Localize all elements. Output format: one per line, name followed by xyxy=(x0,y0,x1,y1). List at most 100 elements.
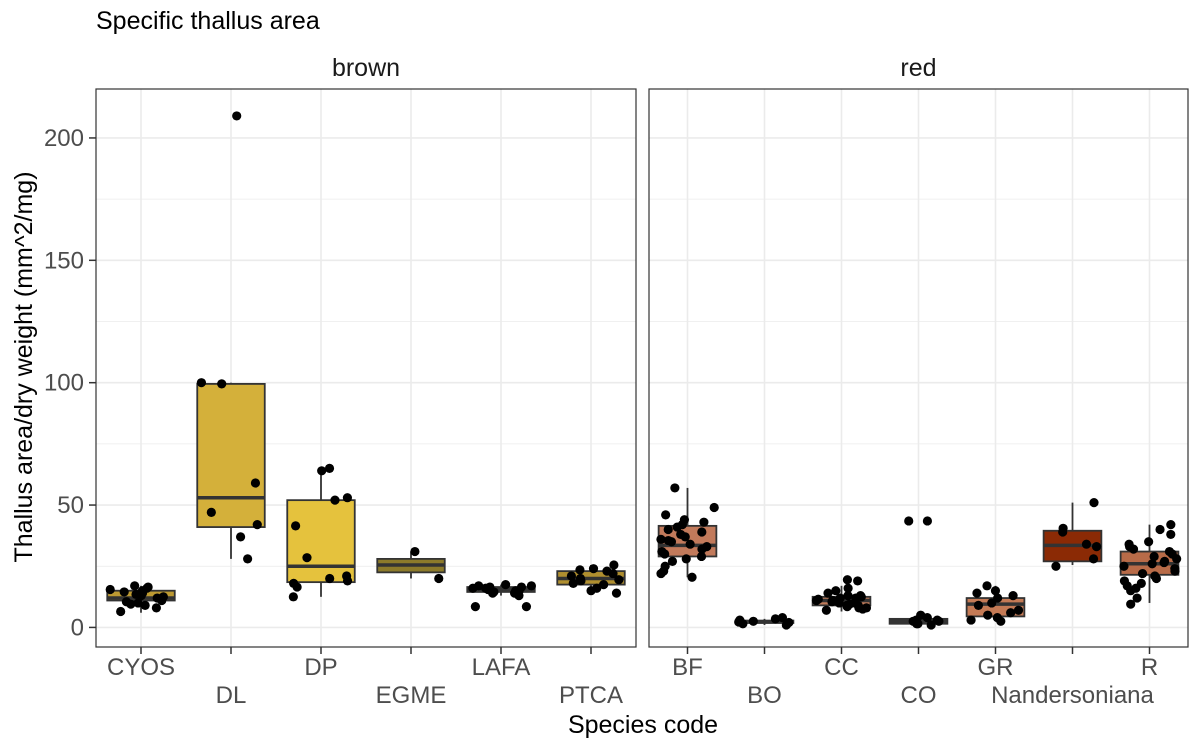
data-point xyxy=(1147,559,1157,569)
data-point xyxy=(734,617,744,627)
data-point xyxy=(243,554,253,564)
facet-strip-label: red xyxy=(900,54,936,82)
data-point xyxy=(566,571,577,581)
data-point xyxy=(687,572,697,582)
data-point xyxy=(1149,551,1159,562)
data-point xyxy=(777,613,788,623)
data-point xyxy=(973,600,984,610)
data-point xyxy=(602,566,612,576)
data-point xyxy=(488,588,498,598)
data-point xyxy=(599,579,609,590)
y-tick-label: 150 xyxy=(44,247,84,274)
data-point xyxy=(217,379,227,389)
data-point xyxy=(288,592,298,602)
x-tick-label-LAFA: LAFA xyxy=(472,654,531,681)
data-point xyxy=(1058,527,1068,537)
data-point xyxy=(672,522,682,532)
box-DP xyxy=(286,499,356,584)
x-tick-label-PTCA: PTCA xyxy=(559,682,623,709)
data-point xyxy=(1159,557,1169,568)
data-point xyxy=(474,581,484,591)
facet-panels: 0 50 100 150 200 brown CYOS DL DP EGME LAFA PTCA red… xyxy=(44,54,1189,709)
data-point xyxy=(126,599,136,609)
y-axis-label: Thallus area/dry weight (mm^2/mg) xyxy=(10,171,38,562)
data-point xyxy=(699,517,709,527)
data-point xyxy=(1166,520,1176,530)
data-point xyxy=(196,378,207,388)
x-tick-label-BO: BO xyxy=(747,682,782,709)
data-point xyxy=(1008,591,1018,601)
data-point xyxy=(410,546,420,557)
data-point xyxy=(588,564,599,574)
data-point xyxy=(206,507,216,517)
data-point xyxy=(831,586,841,596)
data-point xyxy=(926,620,936,630)
data-point xyxy=(1006,608,1016,618)
data-point xyxy=(609,560,619,570)
box-DL xyxy=(196,383,266,528)
data-point xyxy=(904,516,914,526)
data-point xyxy=(116,606,126,617)
data-point xyxy=(656,534,666,544)
x-tick-label-CO: CO xyxy=(901,682,937,709)
data-point xyxy=(842,575,853,585)
data-point xyxy=(1151,573,1162,584)
data-point xyxy=(823,588,833,598)
data-point xyxy=(843,591,853,601)
data-point xyxy=(996,616,1006,626)
data-point xyxy=(843,583,853,593)
data-point xyxy=(697,544,707,554)
data-point xyxy=(342,493,353,503)
data-point xyxy=(811,595,821,606)
data-point xyxy=(681,554,691,564)
data-point xyxy=(151,603,161,613)
data-point xyxy=(481,583,491,593)
data-point xyxy=(922,613,932,623)
data-point xyxy=(821,605,831,615)
data-point xyxy=(614,575,624,585)
x-tick-label-CC: CC xyxy=(824,654,859,681)
data-point xyxy=(576,576,586,586)
data-point xyxy=(667,556,678,566)
data-point xyxy=(325,573,335,584)
data-point xyxy=(922,516,933,526)
x-tick-label-GR: GR xyxy=(978,654,1014,681)
data-point xyxy=(434,573,444,584)
data-point xyxy=(697,527,707,537)
data-point xyxy=(1091,542,1102,552)
x-tick-label-DL: DL xyxy=(216,682,247,709)
data-point xyxy=(521,602,532,612)
data-point xyxy=(143,582,153,592)
data-point xyxy=(972,588,982,598)
data-point xyxy=(1126,586,1136,596)
data-point xyxy=(656,568,666,579)
data-point xyxy=(982,581,992,591)
data-point xyxy=(140,600,150,610)
data-point xyxy=(1124,542,1135,552)
data-point xyxy=(330,495,340,505)
panel-border xyxy=(95,88,637,648)
data-point xyxy=(685,539,695,549)
data-point xyxy=(983,610,993,620)
data-point xyxy=(586,586,596,596)
data-point xyxy=(1144,537,1154,547)
data-point xyxy=(748,616,758,626)
x-axis-label: Species code xyxy=(568,711,718,739)
x-tick-label-DP: DP xyxy=(304,654,337,681)
panel-background xyxy=(96,89,636,647)
data-point xyxy=(252,520,262,530)
facet-panel-brown: brown CYOS DL DP EGME LAFA PTCA xyxy=(95,54,637,709)
data-point xyxy=(342,576,353,586)
x-tick-label-Nandersoniana: Nandersoniana xyxy=(991,682,1154,709)
data-point xyxy=(854,603,864,613)
data-point xyxy=(568,578,578,588)
data-point xyxy=(1089,498,1099,508)
data-point xyxy=(853,576,863,586)
data-point xyxy=(709,502,719,513)
data-point xyxy=(660,549,670,559)
data-point xyxy=(131,589,141,599)
x-tick-label-BF: BF xyxy=(672,654,703,681)
data-point xyxy=(302,553,312,563)
